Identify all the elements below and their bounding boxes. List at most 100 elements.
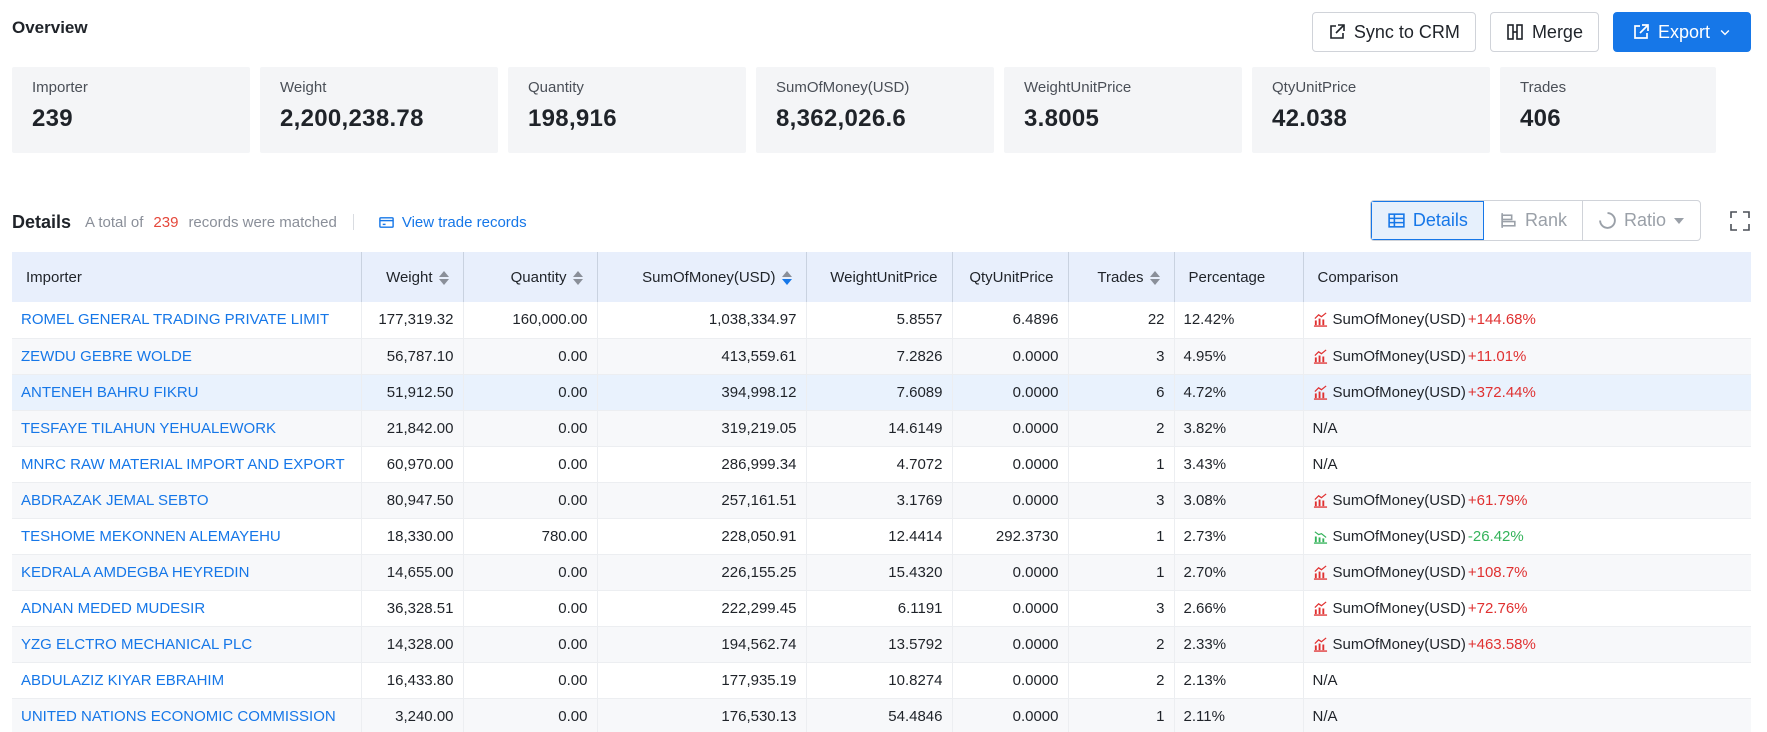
table-row[interactable]: UNITED NATIONS ECONOMIC COMMISSION 3,240… [12,698,1751,732]
export-label: Export [1657,21,1710,42]
col-trades[interactable]: Trades [1068,252,1175,302]
cell-importer[interactable]: MNRC RAW MATERIAL IMPORT AND EXPORT [12,446,362,483]
cell-weight: 51,912.50 [361,374,464,411]
sync-to-crm-button[interactable]: Sync to CRM [1311,12,1476,52]
cell-percentage: 3.43% [1174,446,1304,483]
table-row[interactable]: TESFAYE TILAHUN YEHUALEWORK 21,842.00 0.… [12,410,1751,447]
col-qty-unit-price: QtyUnitPrice [952,252,1069,302]
importer-link[interactable]: ROMEL GENERAL TRADING PRIVATE LIMIT [21,311,330,329]
cell-importer[interactable]: YZG ELCTRO MECHANICAL PLC [12,626,362,663]
col-sum[interactable]: SumOfMoney(USD) [597,252,807,302]
table-row[interactable]: ANTENEH BAHRU FIKRU 51,912.50 0.00 394,9… [12,374,1751,411]
cell-quantity: 0.00 [463,374,598,411]
importer-link[interactable]: ZEWDU GEBRE WOLDE [21,347,192,365]
sort-icon[interactable] [438,270,449,285]
cell-importer[interactable]: ZEWDU GEBRE WOLDE [12,338,362,375]
cell-quantity: 0.00 [463,626,598,663]
cell-quantity: 160,000.00 [463,302,598,339]
cell-quantity: 0.00 [463,554,598,591]
sort-desc-active-icon[interactable] [781,270,792,285]
comparison-value: +108.7% [1467,563,1528,581]
table-row[interactable]: ADNAN MEDED MUDESIR 36,328.51 0.00 222,2… [12,590,1751,627]
stat-card: Trades 406 [1500,67,1716,153]
merge-button[interactable]: Merge [1489,12,1599,52]
fullscreen-icon[interactable] [1729,210,1751,232]
cell-importer[interactable]: ANTENEH BAHRU FIKRU [12,374,362,411]
cell-percentage: 2.11% [1174,698,1304,732]
importer-link[interactable]: ADNAN MEDED MUDESIR [21,599,206,617]
table-row[interactable]: ROMEL GENERAL TRADING PRIVATE LIMIT 177,… [12,302,1751,339]
comparison-na: N/A [1312,419,1338,437]
cell-importer[interactable]: TESHOME MEKONNEN ALEMAYEHU [12,518,362,555]
col-quantity[interactable]: Quantity [463,252,598,302]
table-row[interactable]: ABDULAZIZ KIYAR EBRAHIM 16,433.80 0.00 1… [12,662,1751,699]
cell-trades: 1 [1068,518,1175,555]
cell-percentage: 4.72% [1174,374,1304,411]
cell-qty-unit-price: 0.0000 [952,698,1069,732]
cell-comparison: SumOfMoney(USD) -26.42% [1303,518,1751,555]
view-trade-records-link[interactable]: View trade records [378,214,527,231]
sync-label: Sync to CRM [1353,21,1460,42]
cell-qty-unit-price: 6.4896 [952,302,1069,339]
cell-weight-unit-price: 10.8274 [806,662,953,699]
cell-qty-unit-price: 0.0000 [952,590,1069,627]
comparison-label: SumOfMoney(USD) [1332,599,1466,617]
col-qup-label: QtyUnitPrice [969,268,1054,286]
cell-percentage: 2.33% [1174,626,1304,663]
importer-link[interactable]: TESFAYE TILAHUN YEHUALEWORK [21,419,277,437]
cell-trades: 2 [1068,626,1175,663]
comparison-value: +11.01% [1467,347,1527,365]
importer-link[interactable]: MNRC RAW MATERIAL IMPORT AND EXPORT [21,455,345,473]
rank-icon [1501,213,1516,228]
col-trades-label: Trades [1097,268,1144,286]
cell-comparison: SumOfMoney(USD) +144.68% [1303,302,1751,339]
table-row[interactable]: ZEWDU GEBRE WOLDE 56,787.10 0.00 413,559… [12,338,1751,375]
table-row[interactable]: TESHOME MEKONNEN ALEMAYEHU 18,330.00 780… [12,518,1751,555]
tab-details[interactable]: Details [1370,201,1484,240]
table-row[interactable]: KEDRALA AMDEGBA HEYREDIN 14,655.00 0.00 … [12,554,1751,591]
trend-up-icon [1313,564,1327,580]
cell-importer[interactable]: KEDRALA AMDEGBA HEYREDIN [12,554,362,591]
cell-importer[interactable]: UNITED NATIONS ECONOMIC COMMISSION [12,698,362,732]
importer-link[interactable]: TESHOME MEKONNEN ALEMAYEHU [21,527,281,545]
cell-weight-unit-price: 3.1769 [806,482,953,519]
stat-card-label: Quantity [528,79,584,96]
cell-weight: 36,328.51 [361,590,464,627]
tab-rank[interactable]: Rank [1484,201,1583,240]
cell-weight: 18,330.00 [361,518,464,555]
cell-weight-unit-price: 4.7072 [806,446,953,483]
col-weight[interactable]: Weight [361,252,464,302]
stat-card-value: 2,200,238.78 [280,105,424,132]
importer-link[interactable]: ABDRAZAK JEMAL SEBTO [21,491,209,509]
importer-link[interactable]: YZG ELCTRO MECHANICAL PLC [21,635,253,653]
cell-importer[interactable]: ABDRAZAK JEMAL SEBTO [12,482,362,519]
cell-comparison: SumOfMoney(USD) +61.79% [1303,482,1751,519]
importer-link[interactable]: KEDRALA AMDEGBA HEYREDIN [21,563,250,581]
merge-label: Merge [1531,21,1583,42]
cell-importer[interactable]: ABDULAZIZ KIYAR EBRAHIM [12,662,362,699]
cell-trades: 1 [1068,446,1175,483]
cell-weight: 80,947.50 [361,482,464,519]
cell-sum: 226,155.25 [597,554,807,591]
tab-ratio[interactable]: Ratio [1583,201,1700,240]
ratio-icon [1599,212,1616,229]
comparison-cell: SumOfMoney(USD) -26.42% [1313,528,1743,545]
importer-link[interactable]: ANTENEH BAHRU FIKRU [21,383,199,401]
cell-sum: 319,219.05 [597,410,807,447]
stat-card-label: Importer [32,79,88,96]
cell-weight-unit-price: 5.8557 [806,302,953,339]
importer-link[interactable]: ABDULAZIZ KIYAR EBRAHIM [21,671,225,689]
table-row[interactable]: MNRC RAW MATERIAL IMPORT AND EXPORT 60,9… [12,446,1751,483]
comparison-cell: SumOfMoney(USD) +11.01% [1313,348,1743,365]
table-row[interactable]: ABDRAZAK JEMAL SEBTO 80,947.50 0.00 257,… [12,482,1751,519]
table-row[interactable]: YZG ELCTRO MECHANICAL PLC 14,328.00 0.00… [12,626,1751,663]
cell-importer[interactable]: ROMEL GENERAL TRADING PRIVATE LIMIT [12,302,362,339]
table-header-row: Importer Weight Quantity SumOfMoney(USD)… [12,252,1751,302]
stat-card: Importer 239 [12,67,250,153]
cell-importer[interactable]: TESFAYE TILAHUN YEHUALEWORK [12,410,362,447]
sort-icon[interactable] [1149,270,1160,285]
cell-importer[interactable]: ADNAN MEDED MUDESIR [12,590,362,627]
sort-icon[interactable] [572,270,583,285]
importer-link[interactable]: UNITED NATIONS ECONOMIC COMMISSION [21,707,336,725]
export-button[interactable]: Export [1612,12,1751,52]
